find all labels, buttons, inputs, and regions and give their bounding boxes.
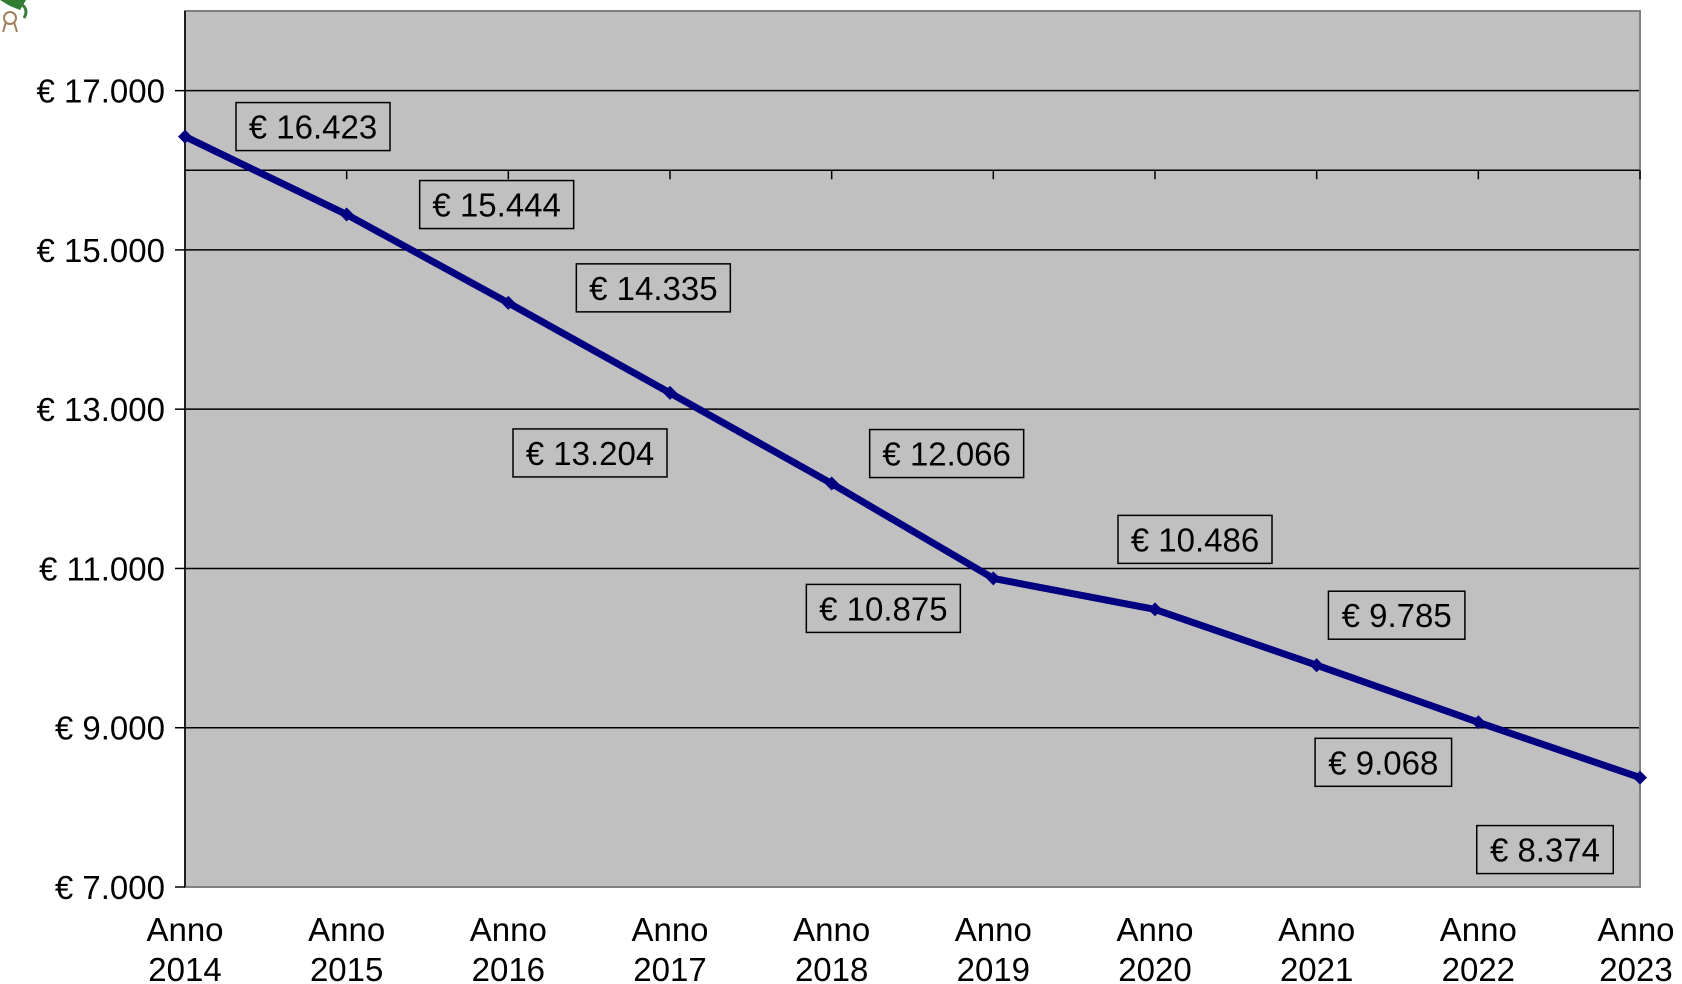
- x-tick-label-5: Anno 2019: [955, 911, 1032, 984]
- svg-text:€ 13.204: € 13.204: [526, 435, 654, 472]
- y-tick-label-5: € 17.000: [37, 73, 165, 110]
- y-tick-label-4: € 15.000: [37, 232, 165, 269]
- data-label-7: € 9.785: [1327, 590, 1466, 640]
- x-tick-label-9: Anno 2023: [1597, 911, 1674, 984]
- x-tick-label-2: Anno 2016: [470, 911, 547, 984]
- axes: [184, 10, 1641, 888]
- svg-text:€ 16.423: € 16.423: [249, 109, 377, 146]
- y-axis-ticks: € 7.000 € 9.000 € 11.000 € 13.000 € 15.000 € …: [37, 73, 185, 906]
- series-polyline: [183, 133, 1642, 781]
- x-tick-label-6: Anno 2020: [1116, 911, 1193, 984]
- svg-text:€ 10.875: € 10.875: [819, 590, 947, 627]
- y-tick-label-0: € 7.000: [55, 869, 165, 906]
- data-point-0: [178, 129, 192, 144]
- data-label-6: € 10.486: [1117, 514, 1273, 565]
- svg-text:€ 8.374: € 8.374: [1490, 832, 1600, 869]
- svg-text:€ 10.486: € 10.486: [1131, 521, 1259, 558]
- data-point-6: [1148, 602, 1162, 617]
- x-tick-label-8: Anno 2022: [1440, 911, 1517, 984]
- data-label-5: € 10.875: [805, 583, 962, 634]
- plot-background: [185, 11, 1640, 887]
- svg-text:€ 9.785: € 9.785: [1342, 597, 1452, 634]
- data-label-1: € 15.444: [418, 179, 575, 230]
- data-point-2: [501, 295, 516, 310]
- series-line: [178, 129, 1647, 785]
- x-tick-label-3: Anno 2017: [631, 911, 708, 984]
- data-label-4: € 12.066: [868, 428, 1025, 479]
- data-label-0: € 16.423: [235, 101, 391, 152]
- svg-text:€ 14.335: € 14.335: [589, 270, 717, 307]
- data-label-9: € 8.374: [1476, 824, 1614, 875]
- svg-text:€ 15.444: € 15.444: [432, 187, 560, 224]
- data-label-3: € 13.204: [512, 428, 668, 478]
- y-tick-label-3: € 13.000: [37, 391, 165, 428]
- data-point-9: [1633, 770, 1647, 785]
- data-point-5: [986, 571, 1001, 586]
- x-tick-label-4: Anno 2018: [793, 911, 870, 984]
- y-tick-label-2: € 11.000: [39, 550, 165, 587]
- x-tick-label-7: Anno 2021: [1278, 911, 1355, 984]
- x-tick-label-0: Anno 2014: [146, 911, 223, 984]
- data-labels: € 16.423 € 15.444 € 14.335 € 13.204 € 12.066…: [235, 101, 1614, 875]
- data-label-8: € 9.068: [1314, 737, 1453, 788]
- gridlines: [185, 89, 1640, 729]
- y-tick-label-1: € 9.000: [55, 710, 165, 747]
- svg-text:€ 12.066: € 12.066: [882, 436, 1010, 473]
- x-axis-ticks: Anno 2014 Anno 2015 Anno 2016 Anno 2017 Anno 2018…: [146, 911, 1674, 984]
- data-point-7: [1309, 658, 1324, 673]
- data-point-8: [1471, 715, 1486, 730]
- data-point-1: [339, 207, 354, 222]
- x-tick-label-1: Anno 2015: [308, 911, 385, 984]
- data-point-4: [824, 476, 839, 491]
- svg-text:€ 9.068: € 9.068: [1328, 744, 1438, 781]
- data-point-3: [663, 385, 677, 400]
- data-label-2: € 14.335: [575, 263, 732, 313]
- plot-area: [185, 11, 1640, 887]
- logo-icon: [0, 0, 28, 33]
